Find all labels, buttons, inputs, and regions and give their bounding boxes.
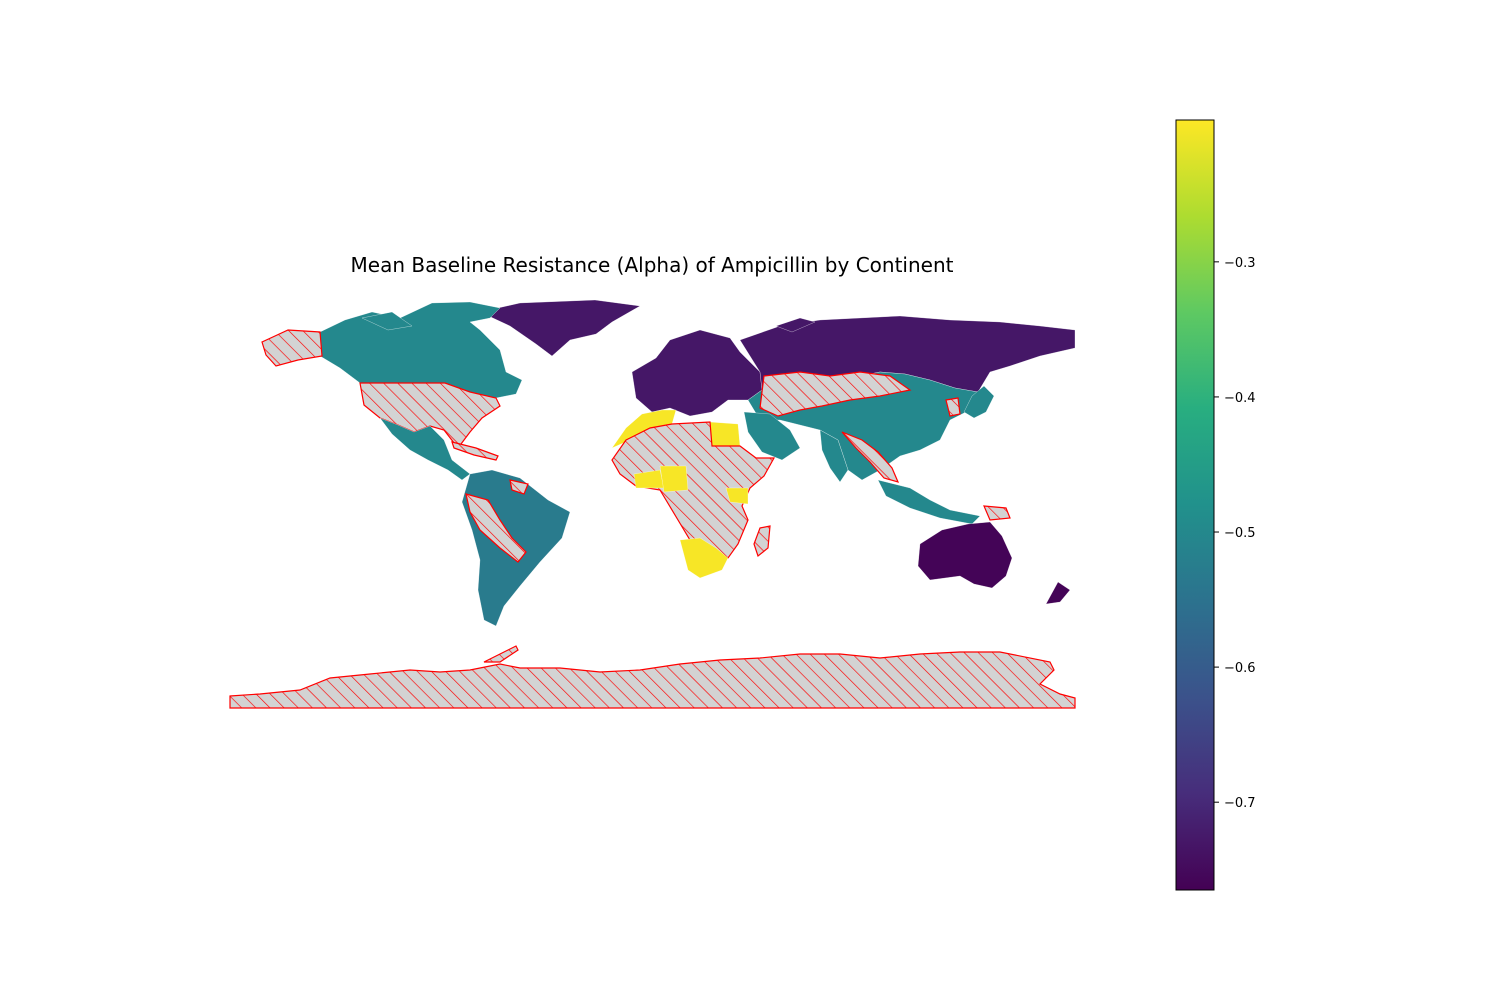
colorbar-tick-label: −0.4 — [1224, 391, 1256, 406]
colorbar-ticks: −0.3 −0.4 −0.5 −0.6 −0.7 — [1214, 256, 1256, 811]
region-indochina — [841, 431, 900, 483]
region-greenland — [479, 299, 641, 357]
region-south-africa — [679, 537, 729, 579]
region-india — [819, 429, 849, 483]
colorbar-gradient — [1175, 119, 1215, 891]
region-egypt — [709, 421, 741, 447]
region-antarctica — [229, 651, 1076, 709]
region-new-zealand — [1045, 581, 1071, 605]
region-canada-islands — [361, 311, 413, 331]
region-antarctic-peninsula — [483, 645, 519, 663]
region-central-asia — [759, 371, 912, 417]
region-japan — [963, 385, 995, 419]
region-nigeria — [659, 465, 689, 493]
region-andes — [465, 493, 527, 563]
colorbar-tick-label: −0.7 — [1224, 796, 1256, 811]
region-australia — [917, 521, 1013, 589]
world-map — [229, 299, 1076, 709]
region-png — [983, 505, 1011, 521]
colorbar-tick-label: −0.3 — [1224, 256, 1256, 271]
region-madagascar — [753, 525, 771, 558]
map-title: Mean Baseline Resistance (Alpha) of Ampi… — [351, 253, 954, 277]
region-se-asia — [877, 479, 981, 525]
colorbar: −0.3 −0.4 −0.5 −0.6 −0.7 — [1175, 119, 1256, 891]
region-guianas — [509, 479, 529, 495]
region-africa-missing — [611, 421, 776, 561]
region-russia-island — [775, 317, 816, 333]
region-caribbean — [451, 441, 499, 461]
colorbar-tick-label: −0.6 — [1224, 661, 1256, 676]
region-alaska — [261, 329, 323, 367]
region-arabia — [743, 411, 801, 461]
colorbar-tick-label: −0.5 — [1224, 526, 1256, 541]
region-ethiopia — [725, 487, 749, 505]
region-korea — [945, 397, 961, 417]
